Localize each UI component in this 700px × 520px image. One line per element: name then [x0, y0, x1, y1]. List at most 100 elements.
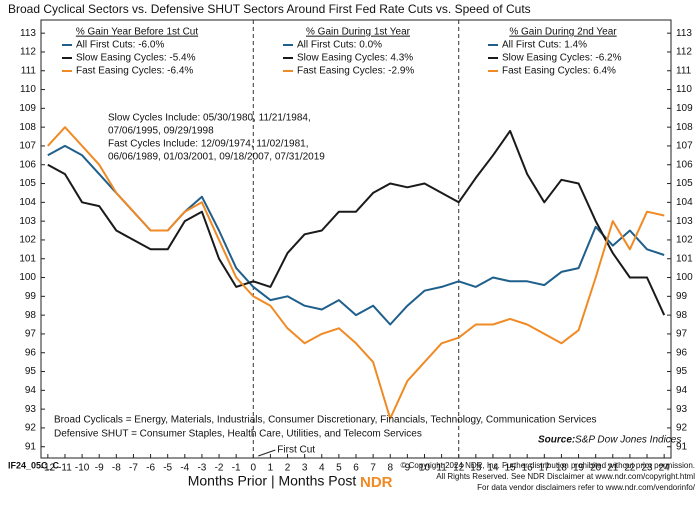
- x-tick-label: 0: [251, 463, 257, 474]
- x-tick-label: -8: [112, 463, 121, 474]
- series-line: [47, 144, 665, 326]
- y-tick-label: 91: [25, 441, 37, 452]
- x-tick-label: 13: [470, 463, 482, 474]
- x-tick-label: 5: [336, 463, 342, 474]
- y2-tick-label: 104: [676, 197, 693, 208]
- panel-title: % Gain During 1st Year: [306, 27, 411, 38]
- y-tick-label: 99: [25, 291, 37, 302]
- y-tick-label: 103: [19, 216, 36, 227]
- y-tick-label: 101: [19, 253, 36, 264]
- y2-tick-label: 95: [676, 366, 688, 377]
- y-tick-label: 109: [19, 103, 36, 114]
- y2-tick-label: 108: [676, 122, 693, 133]
- source: S&P Dow Jones Indices: [575, 435, 681, 446]
- panel-title: % Gain During 2nd Year: [509, 27, 617, 38]
- first-cut-label: First Cut: [277, 445, 315, 456]
- y2-tick-label: 99: [676, 291, 688, 302]
- x-axis-label: Months Prior | Months Post: [188, 473, 357, 489]
- source-label: Source:: [538, 435, 575, 446]
- legend-entry: Slow Easing Cycles: -5.4%: [76, 53, 196, 64]
- y2-tick-label: 106: [676, 159, 693, 170]
- plot-frame: [40, 19, 672, 459]
- x-tick-label: 7: [370, 463, 376, 474]
- note: Slow Cycles Include: 05/30/1980, 11/21/1…: [108, 113, 311, 124]
- y2-tick-label: 91: [676, 441, 688, 452]
- y-tick-label: 111: [21, 65, 37, 76]
- legend-entry: Fast Easing Cycles: 6.4%: [502, 66, 616, 77]
- y-tick-label: 106: [19, 159, 36, 170]
- y2-tick-label: 97: [676, 329, 688, 340]
- y2-tick-label: 102: [676, 235, 693, 246]
- legend-entry: Slow Easing Cycles: 4.3%: [297, 53, 413, 64]
- chart-id: IF24_05C_C: [8, 460, 60, 470]
- x-tick-label: -6: [146, 463, 155, 474]
- y2-tick-label: 96: [676, 347, 688, 358]
- y-tick-label: 94: [25, 385, 37, 396]
- y2-tick-label: 110: [676, 84, 692, 95]
- y-tick-label: 110: [20, 84, 36, 95]
- series-line: [47, 129, 666, 316]
- x-tick-label: 3: [302, 463, 308, 474]
- x-tick-label: -4: [180, 463, 189, 474]
- y-tick-label: 105: [19, 178, 36, 189]
- y2-tick-label: 92: [676, 423, 688, 434]
- note: 06/06/1989, 01/03/2001, 09/18/2007, 07/3…: [108, 152, 325, 163]
- y-tick-label: 98: [25, 310, 37, 321]
- x-tick-label: 20: [590, 463, 602, 474]
- copyright: All Rights Reserved. See NDR Disclaimer …: [436, 472, 695, 481]
- legend-entry: All First Cuts: 0.0%: [297, 40, 382, 51]
- y2-tick-label: 113: [676, 28, 692, 39]
- legend-entry: All First Cuts: 1.4%: [502, 40, 587, 51]
- x-tick-label: 10: [419, 463, 431, 474]
- x-tick-label: 12: [453, 463, 465, 474]
- x-tick-label: 15: [505, 463, 517, 474]
- first-cut-arrow: [258, 449, 276, 457]
- y-tick-label: 96: [25, 347, 37, 358]
- y-tick-label: 104: [19, 197, 36, 208]
- x-tick-label: 11: [436, 463, 447, 474]
- chart-title: Broad Cyclical Sectors vs. Defensive SHU…: [8, 2, 531, 16]
- panel-title: % Gain Year Before 1st Cut: [76, 27, 199, 38]
- x-tick-label: -1: [232, 463, 241, 474]
- x-tick-label: 1: [268, 463, 274, 474]
- legend-entry: Fast Easing Cycles: -6.4%: [76, 66, 193, 77]
- y-tick-label: 102: [19, 235, 36, 246]
- y2-tick-label: 103: [676, 216, 693, 227]
- legend-entry: Fast Easing Cycles: -2.9%: [297, 66, 414, 77]
- x-tick-label: -9: [95, 463, 104, 474]
- x-tick-label: -7: [129, 463, 138, 474]
- y-tick-label: 113: [20, 28, 36, 39]
- x-tick-label: 16: [522, 463, 534, 474]
- note: 07/06/1995, 09/29/1998: [108, 126, 214, 137]
- x-tick-label: -3: [197, 463, 206, 474]
- x-tick-label: 4: [319, 463, 325, 474]
- y-tick-label: 93: [25, 404, 37, 415]
- x-tick-label: -10: [75, 463, 90, 474]
- copyright: For data vendor disclaimers refer to www…: [477, 483, 696, 492]
- legend-entry: All First Cuts: -6.0%: [76, 40, 164, 51]
- x-tick-label: 18: [556, 463, 568, 474]
- y-tick-label: 112: [20, 47, 36, 58]
- x-tick-label: 19: [573, 463, 585, 474]
- y-tick-label: 108: [19, 122, 36, 133]
- y2-tick-label: 94: [676, 385, 688, 396]
- y2-tick-label: 100: [676, 272, 693, 283]
- x-tick-label: -12: [41, 463, 56, 474]
- y-tick-label: 95: [25, 366, 37, 377]
- y-tick-label: 92: [25, 423, 37, 434]
- footnote: Defensive SHUT = Consumer Staples, Healt…: [54, 429, 422, 440]
- y-tick-label: 100: [19, 272, 36, 283]
- footnote: Broad Cyclicals = Energy, Materials, Ind…: [54, 415, 597, 426]
- y2-tick-label: 101: [676, 253, 693, 264]
- y-tick-label: 97: [25, 329, 37, 340]
- x-tick-label: 24: [659, 463, 671, 474]
- y2-tick-label: 109: [676, 103, 693, 114]
- x-tick-label: -2: [215, 463, 224, 474]
- x-tick-label: 8: [387, 463, 393, 474]
- logo: NDR: [360, 474, 393, 491]
- y-tick-label: 107: [19, 141, 36, 152]
- series-line: [47, 126, 665, 420]
- x-tick-label: 2: [285, 463, 291, 474]
- note: Fast Cycles Include: 12/09/1974, 11/02/1…: [108, 139, 309, 150]
